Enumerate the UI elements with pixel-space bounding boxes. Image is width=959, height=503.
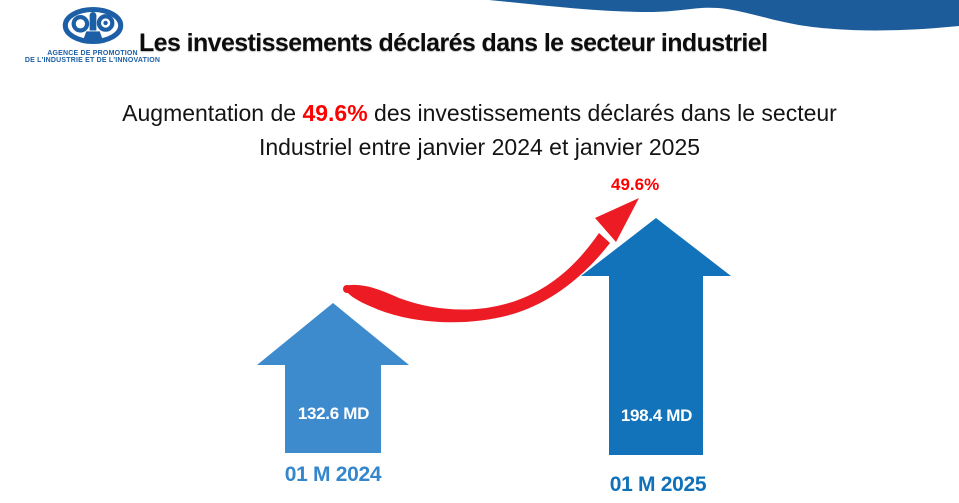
growth-curve-arrowhead [595, 198, 639, 242]
period-label-2024: 01 M 2024 [284, 463, 382, 486]
apii-logo-icon [62, 7, 123, 44]
growth-curve-arrow [344, 233, 610, 323]
value-2024: 132.6 MD [297, 404, 370, 423]
subtitle-suffix: des investissements déclarés dans le sec… [367, 100, 837, 126]
subtitle: Augmentation de 49.6% des investissement… [0, 96, 959, 164]
page-title: Les investissements déclarés dans le sec… [139, 29, 768, 57]
value-2025: 198.4 MD [620, 406, 693, 425]
header-wave-decoration [489, 0, 959, 31]
subtitle-growth-highlight: 49.6% [302, 100, 368, 126]
logo-org-name: AGENCE DE PROMOTION [47, 50, 138, 57]
arrow-2025 [581, 218, 731, 455]
subtitle-prefix: Augmentation de [122, 100, 303, 126]
period-label-2025: 01 M 2025 [609, 473, 707, 496]
subtitle-line2: Industriel entre janvier 2024 et janvier… [258, 134, 701, 160]
logo-org-subname: DE L'INDUSTRIE ET DE L'INNOVATION [24, 57, 161, 64]
logo: AGENCE DE PROMOTION DE L'INDUSTRIE ET DE… [22, 7, 163, 64]
subtitle-line1: Augmentation de 49.6% des investissement… [0, 96, 959, 130]
arrow-2024 [257, 303, 409, 453]
growth-percentage-label: 49.6% [611, 175, 660, 194]
